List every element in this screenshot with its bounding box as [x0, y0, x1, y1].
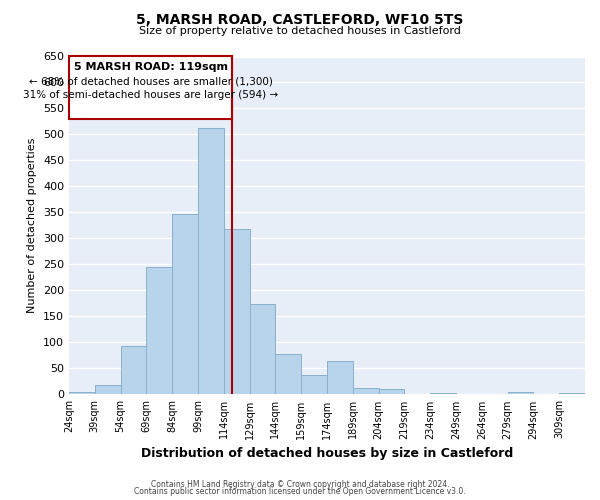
Bar — [69, 56, 232, 119]
Bar — [301, 374, 327, 394]
Bar — [198, 128, 224, 394]
Text: Contains HM Land Registry data © Crown copyright and database right 2024.: Contains HM Land Registry data © Crown c… — [151, 480, 449, 489]
Bar — [275, 354, 301, 395]
Text: 5, MARSH ROAD, CASTLEFORD, WF10 5TS: 5, MARSH ROAD, CASTLEFORD, WF10 5TS — [136, 12, 464, 26]
Bar — [379, 389, 404, 394]
X-axis label: Distribution of detached houses by size in Castleford: Distribution of detached houses by size … — [141, 447, 513, 460]
Bar — [250, 304, 275, 394]
Text: Contains public sector information licensed under the Open Government Licence v3: Contains public sector information licen… — [134, 487, 466, 496]
Bar — [121, 346, 146, 395]
Text: Size of property relative to detached houses in Castleford: Size of property relative to detached ho… — [139, 26, 461, 36]
Bar — [508, 392, 533, 394]
Text: 31% of semi-detached houses are larger (594) →: 31% of semi-detached houses are larger (… — [23, 90, 278, 101]
Bar — [95, 385, 121, 394]
Text: 5 MARSH ROAD: 119sqm: 5 MARSH ROAD: 119sqm — [74, 62, 227, 72]
Bar — [172, 214, 198, 394]
Text: ← 68% of detached houses are smaller (1,300): ← 68% of detached houses are smaller (1,… — [29, 76, 272, 86]
Bar — [69, 392, 95, 394]
Bar — [430, 393, 456, 394]
Y-axis label: Number of detached properties: Number of detached properties — [28, 138, 37, 313]
Bar — [146, 267, 172, 394]
Bar — [353, 388, 379, 394]
Bar — [224, 229, 250, 394]
Bar — [559, 393, 585, 394]
Bar — [327, 360, 353, 394]
